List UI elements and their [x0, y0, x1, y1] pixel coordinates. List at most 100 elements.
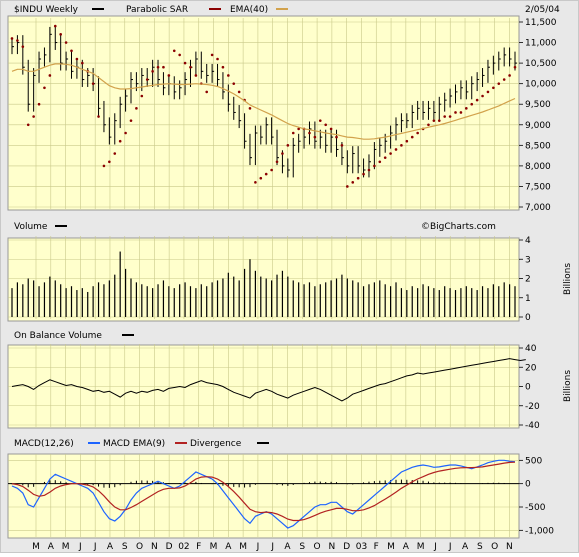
obv-line [11, 358, 526, 402]
obv-title-strip [1, 326, 578, 342]
x-tick-label: J [78, 542, 82, 552]
sar-dot [210, 53, 214, 57]
y-tick-label-price: 11,000 [525, 39, 557, 49]
y-tick-label-obv: 40 [525, 344, 537, 354]
sar-dot [416, 131, 419, 135]
sar-dot [297, 127, 300, 131]
sar-dot [308, 131, 311, 135]
x-tick-label: S [477, 542, 483, 552]
y-tick-label-price: 8,000 [525, 162, 551, 172]
x-tick-label: N [506, 542, 513, 552]
sar-dot [259, 176, 263, 180]
sar-dot [254, 181, 257, 184]
x-tick-label: N [151, 542, 158, 552]
x-tick-label: M [32, 542, 40, 552]
sar-dot [10, 37, 14, 40]
x-tick-label: M [239, 542, 247, 552]
x-tick-label: O [314, 542, 321, 552]
sar-dot [405, 139, 409, 143]
sar-dot [140, 94, 144, 98]
y-tick-label-macd: 0 [525, 480, 531, 490]
sar-dot [248, 107, 252, 110]
y-tick-label-price: 9,000 [525, 121, 551, 131]
sar-dot [59, 33, 62, 36]
sar-dot [443, 115, 446, 118]
x-tick-label: O [491, 542, 498, 552]
watermark: ©BigCharts.com [421, 222, 496, 232]
marks-layer [8, 24, 526, 529]
x-tick-label: A [48, 542, 55, 552]
sar-dot [394, 148, 398, 151]
sar-dot [189, 65, 192, 69]
sar-dot [91, 82, 95, 85]
sar-dot [508, 74, 511, 77]
volume-title-strip [1, 217, 578, 233]
sar-dot [70, 49, 73, 53]
sar-dot [367, 168, 371, 172]
sar-dot [64, 41, 68, 44]
sar-dot [475, 98, 479, 102]
x-tick-label: A [462, 542, 469, 552]
x-tick-label: M [62, 542, 70, 552]
y-tick-label-obv: -40 [525, 421, 540, 431]
sar-dot [221, 65, 225, 69]
sar-dot [448, 115, 452, 118]
sar-dot [167, 74, 171, 77]
x-tick-label: A [107, 542, 114, 552]
price-panel [7, 15, 520, 211]
y-tick-label-price: 7,500 [525, 182, 551, 192]
sar-dot [264, 172, 268, 176]
sar-dot [232, 82, 236, 85]
macd-title-strip [1, 434, 578, 450]
sar-dot [318, 119, 322, 122]
sar-dot [26, 123, 30, 127]
macd-signal-line [11, 461, 516, 522]
sar-dot [513, 65, 517, 69]
chart-date: 2/05/04 [525, 5, 560, 15]
sar-dot [32, 115, 35, 118]
volume-panel [7, 237, 520, 322]
macd-ema-title: MACD EMA(9) [103, 439, 165, 449]
sar-dot [156, 65, 160, 69]
sar-dot [362, 172, 365, 176]
symbol-label: $INDU Weekly [14, 5, 79, 15]
y-tick-label-price: 7,000 [525, 203, 551, 213]
x-tick-label: J [433, 542, 437, 552]
sar-dot [286, 144, 290, 147]
y-tick-label-price: 11,500 [525, 18, 557, 28]
x-tick-label: S [122, 542, 128, 552]
y-tick-label-macd: -1,000 [525, 526, 554, 536]
sar-dot [97, 115, 100, 118]
sar-dot [178, 53, 181, 57]
x-tick-label: J [448, 542, 452, 552]
sar-dot [129, 119, 133, 122]
sar-dot [313, 135, 317, 139]
y-tick-label-obv: 0 [525, 383, 531, 393]
x-tick-label: 03 [356, 542, 367, 552]
sar-dot [216, 57, 219, 61]
sar-dot [427, 123, 430, 127]
sar-dot [340, 144, 344, 147]
legend-sar-label: Parabolic SAR [126, 5, 188, 15]
sar-dot [459, 111, 463, 114]
sar-dot [16, 39, 19, 42]
y-tick-label-obv: 20 [525, 363, 537, 373]
x-tick-label: S [299, 542, 305, 552]
volume-unit-label: Billions [563, 263, 573, 295]
sar-dot [53, 24, 57, 28]
sar-dot [118, 139, 122, 143]
sar-dot [270, 168, 273, 172]
x-tick-label: J [270, 542, 274, 552]
x-tick-label: A [403, 542, 410, 552]
sar-dot [437, 119, 441, 122]
obv-title: On Balance Volume [14, 331, 102, 341]
x-tick-label: O [136, 542, 143, 552]
sar-dot [378, 160, 382, 164]
sar-dot [351, 181, 355, 184]
sar-dot [324, 123, 327, 127]
y-tick-label-volume: 3 [525, 255, 531, 265]
header-strip [1, 1, 578, 15]
y-tick-label-obv: -20 [525, 402, 540, 412]
legend-ema-label: EMA(40) [230, 5, 268, 15]
y-tick-label-volume: 4 [525, 236, 531, 246]
